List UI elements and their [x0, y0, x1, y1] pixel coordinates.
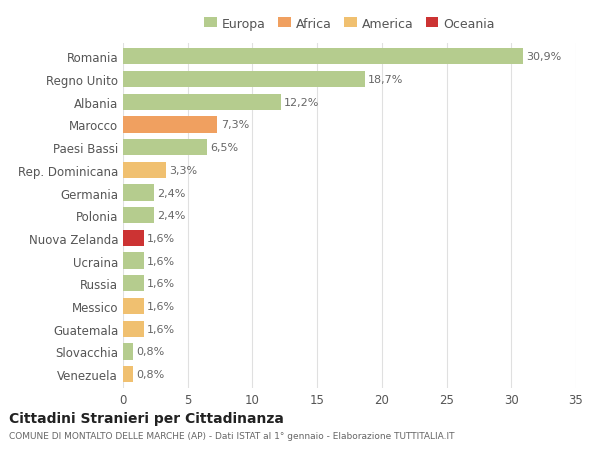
Text: 30,9%: 30,9% — [526, 52, 562, 62]
Bar — [123, 207, 154, 224]
Text: 18,7%: 18,7% — [368, 75, 404, 85]
Text: 3,3%: 3,3% — [169, 165, 197, 175]
Text: 2,4%: 2,4% — [157, 211, 185, 221]
Bar — [123, 253, 144, 269]
Text: 6,5%: 6,5% — [211, 143, 238, 153]
Bar — [123, 49, 523, 65]
Bar — [123, 162, 166, 179]
Text: 0,8%: 0,8% — [137, 347, 165, 357]
Text: 1,6%: 1,6% — [147, 301, 175, 311]
Text: Cittadini Stranieri per Cittadinanza: Cittadini Stranieri per Cittadinanza — [9, 411, 284, 425]
Text: 1,6%: 1,6% — [147, 233, 175, 243]
Bar — [123, 321, 144, 337]
Text: 0,8%: 0,8% — [137, 369, 165, 379]
Bar — [123, 298, 144, 314]
Text: 7,3%: 7,3% — [221, 120, 249, 130]
Text: COMUNE DI MONTALTO DELLE MARCHE (AP) - Dati ISTAT al 1° gennaio - Elaborazione T: COMUNE DI MONTALTO DELLE MARCHE (AP) - D… — [9, 431, 455, 441]
Bar — [123, 117, 217, 133]
Text: 1,6%: 1,6% — [147, 324, 175, 334]
Bar — [123, 275, 144, 292]
Bar — [123, 366, 133, 382]
Text: 12,2%: 12,2% — [284, 97, 320, 107]
Bar — [123, 72, 365, 88]
Bar — [123, 185, 154, 201]
Bar — [123, 140, 207, 156]
Bar — [123, 230, 144, 246]
Text: 2,4%: 2,4% — [157, 188, 185, 198]
Bar — [123, 95, 281, 111]
Bar — [123, 343, 133, 360]
Text: 1,6%: 1,6% — [147, 279, 175, 289]
Legend: Europa, Africa, America, Oceania: Europa, Africa, America, Oceania — [204, 17, 495, 30]
Text: 1,6%: 1,6% — [147, 256, 175, 266]
